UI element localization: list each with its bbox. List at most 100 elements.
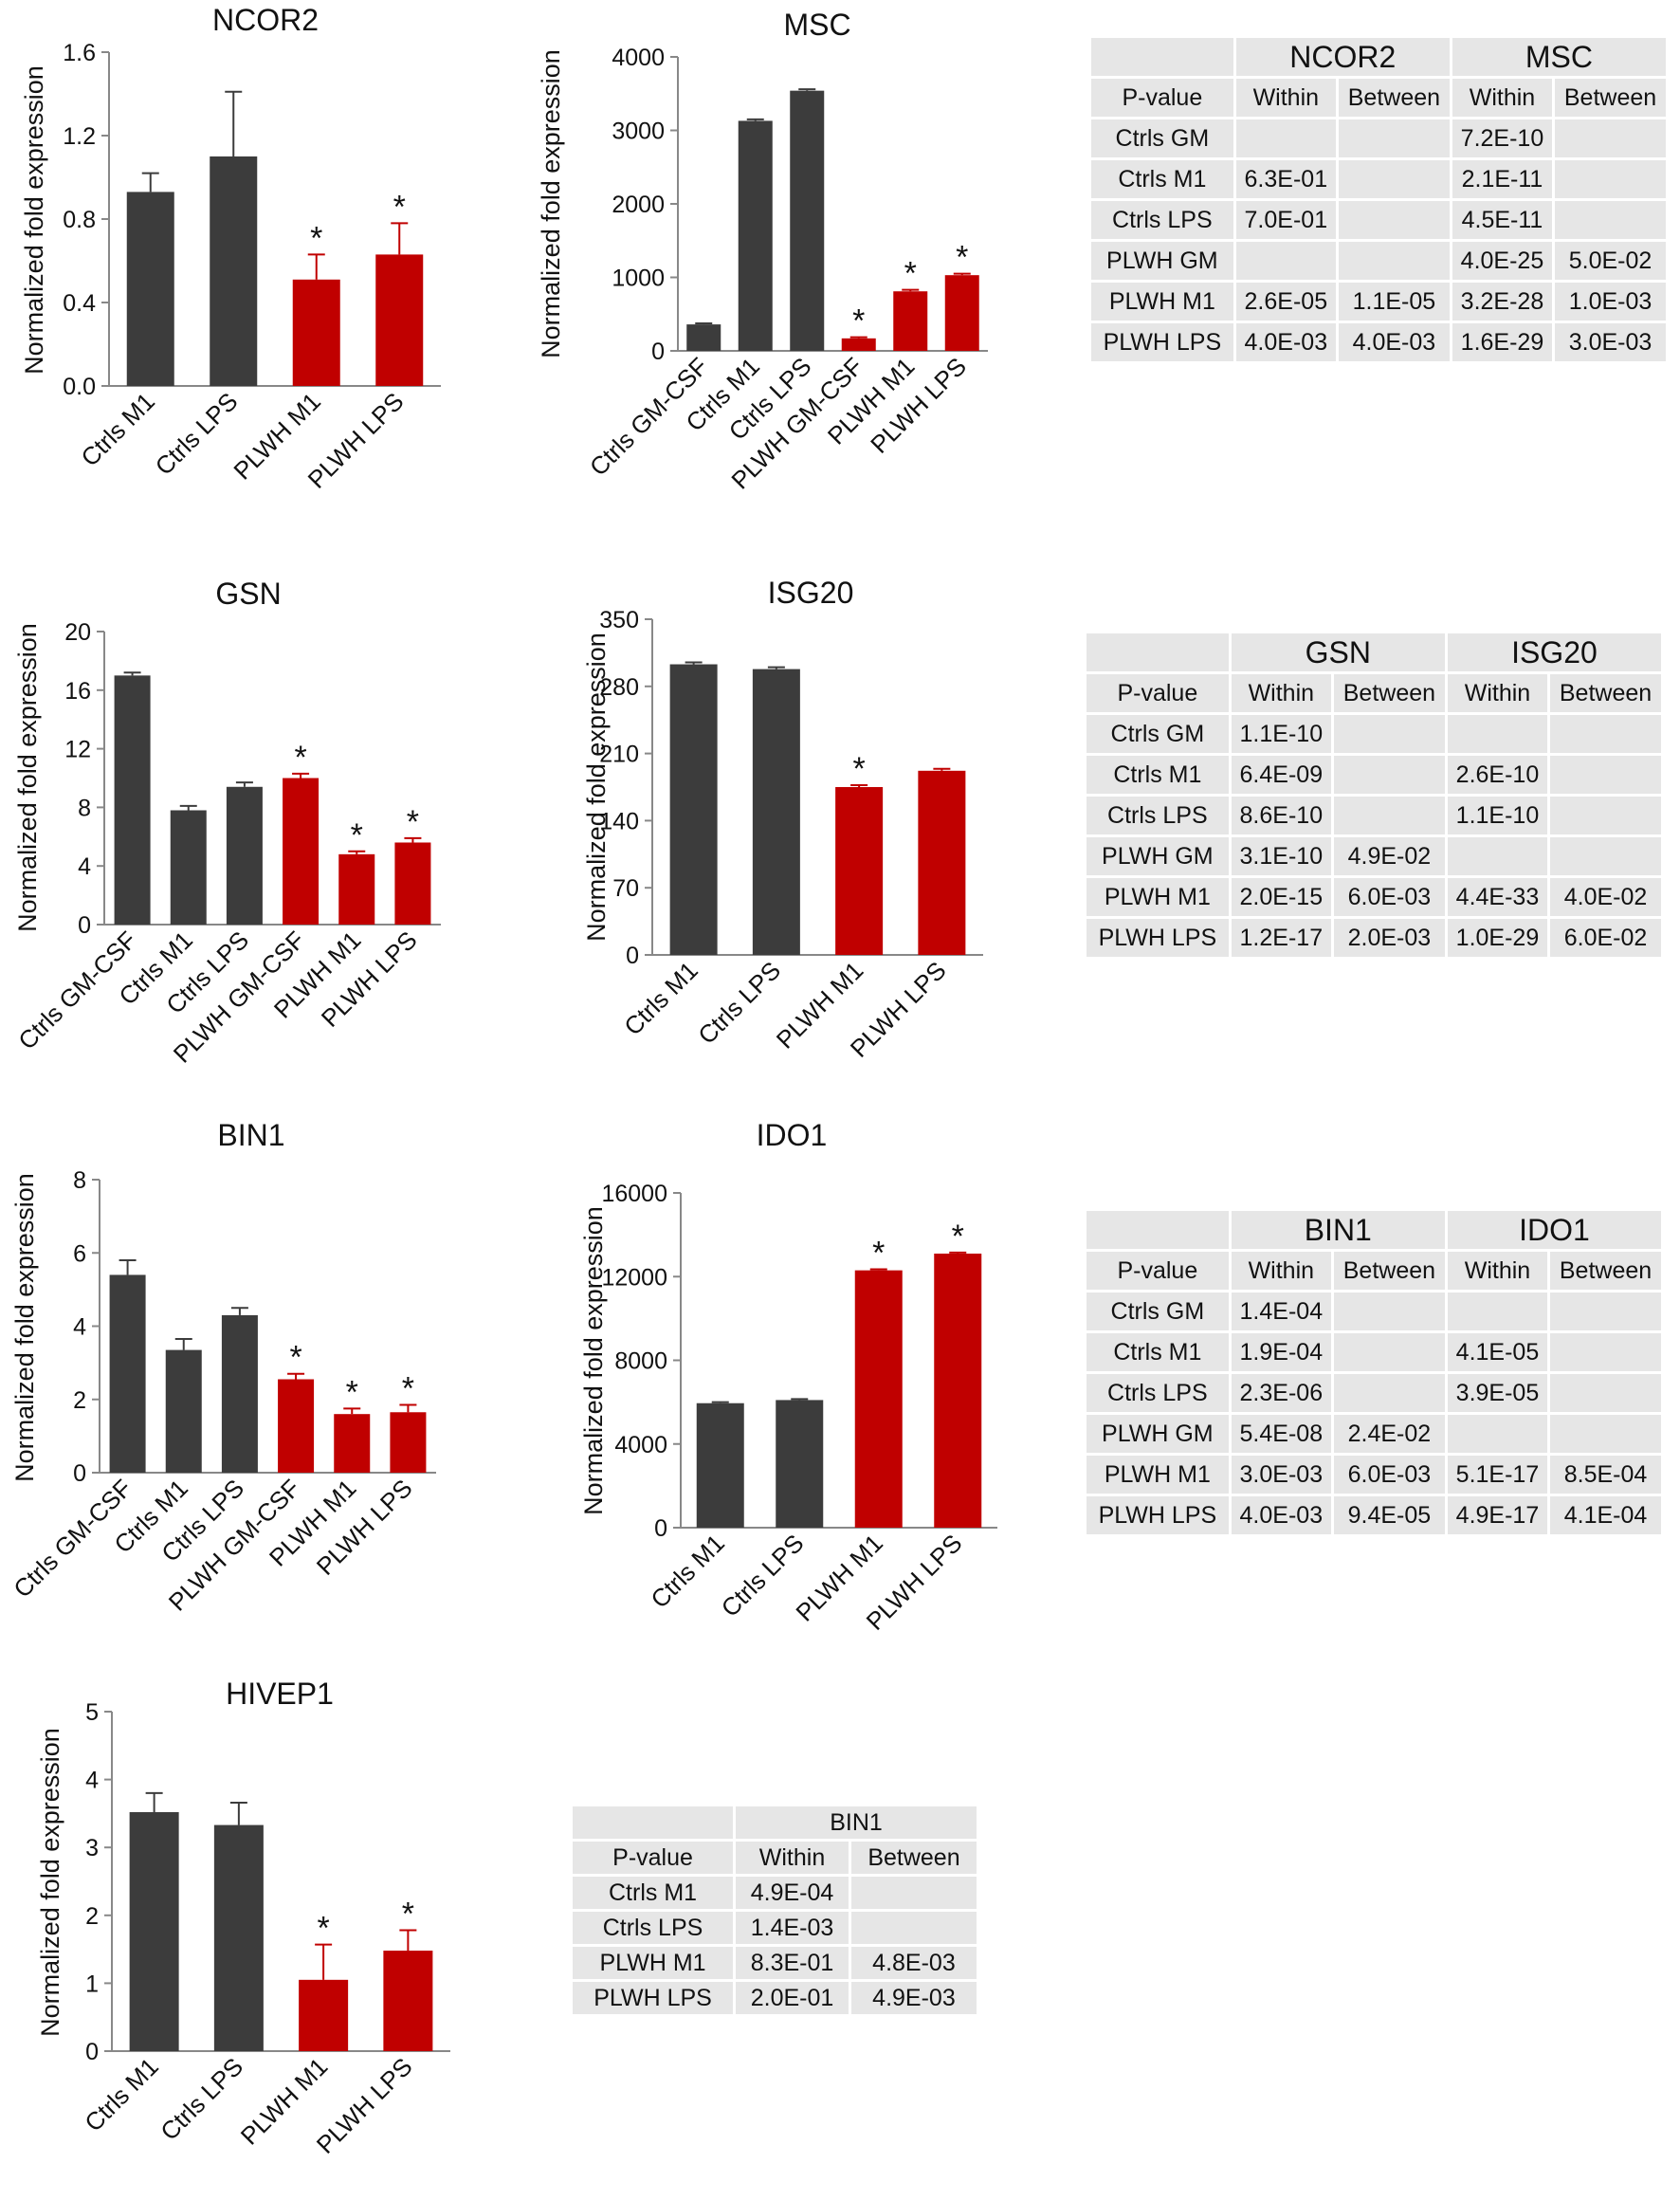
pvalue-cell — [1555, 201, 1666, 239]
y-tick-label: 0 — [654, 1515, 667, 1542]
chart-msc: MSC Normalized fold expression 0 1000 2000 30… — [537, 8, 988, 495]
chart-isg20: ISG20 Normalized fold expression 0 70 140 210… — [582, 576, 983, 1063]
table-row: Ctrls GM 7.2E-10 — [1091, 119, 1666, 157]
empty-cell — [1087, 1211, 1229, 1249]
y-axis-label: Normalized fold expression — [579, 1206, 608, 1515]
pvalue-cell: 4.9E-02 — [1333, 837, 1445, 875]
column-header-cell: P-value — [1087, 1252, 1229, 1290]
y-tick-label: 70 — [612, 875, 639, 902]
row-label-cell: PLWH GM — [1091, 242, 1233, 280]
gene-header-row: BIN1 IDO1 — [1087, 1211, 1661, 1249]
pvalue-cell: 4.9E-17 — [1447, 1496, 1548, 1534]
row-label-cell: Ctrls LPS — [573, 1912, 734, 1944]
chart-title: HIVEP1 — [226, 1677, 334, 1711]
pvalue-cell: 1.0E-03 — [1555, 283, 1666, 321]
pvalue-cell: 1.4E-04 — [1231, 1292, 1331, 1330]
pvalue-cell — [1550, 1374, 1661, 1412]
y-tick-label: 0 — [73, 1460, 86, 1487]
y-tick-label: 1.6 — [63, 40, 96, 66]
pvalue-cell: 4.1E-05 — [1447, 1333, 1548, 1371]
bar — [126, 192, 174, 386]
row-label-cell: PLWH M1 — [1087, 878, 1229, 916]
y-tick-label: 280 — [599, 674, 639, 701]
table-row: PLWH LPS 1.2E-17 2.0E-03 1.0E-29 6.0E-02 — [1087, 919, 1661, 957]
y-tick-label: 2000 — [612, 192, 665, 218]
pvalue-cell — [1333, 797, 1445, 834]
significance-marker: * — [294, 740, 306, 776]
empty-cell — [1087, 633, 1229, 671]
gene-header-row: NCOR2 MSC — [1091, 38, 1666, 76]
column-header-row: P-value Within Between Within Between — [1087, 1252, 1661, 1290]
bar — [934, 1253, 982, 1528]
y-axis-label: Normalized fold expression — [36, 1728, 64, 2037]
y-tick-label: 140 — [599, 808, 639, 834]
significance-marker: * — [872, 1236, 885, 1272]
bar — [278, 1379, 315, 1473]
chart-ido1: IDO1 Normalized fold expression 0 4000 8000 1… — [579, 1118, 997, 1636]
row-label-cell: PLWH LPS — [1087, 1496, 1229, 1534]
bar — [944, 275, 979, 351]
y-tick-label: 8 — [78, 795, 91, 821]
y-tick-label: 20 — [64, 619, 91, 646]
y-tick-label: 0 — [651, 339, 665, 365]
pvalue-cell: 4.4E-33 — [1447, 878, 1548, 916]
y-tick-label: 210 — [599, 742, 639, 768]
gene-name-cell: BIN1 — [1231, 1211, 1445, 1249]
table-row: PLWH M1 3.0E-03 6.0E-03 5.1E-17 8.5E-04 — [1087, 1456, 1661, 1494]
row-label-cell: Ctrls M1 — [573, 1877, 734, 1909]
y-tick-label: 8 — [73, 1167, 86, 1194]
pvalue-cell: 4.0E-02 — [1550, 878, 1661, 916]
bar — [776, 1400, 824, 1528]
column-header-cell: Within — [1231, 674, 1331, 712]
row-label-cell: Ctrls M1 — [1087, 1333, 1229, 1371]
gene-name-cell: MSC — [1452, 38, 1666, 76]
bar — [835, 787, 884, 955]
row-label-cell: Ctrls LPS — [1087, 797, 1229, 834]
pvalue-cell: 2.0E-03 — [1333, 919, 1445, 957]
pvalue-cell — [1555, 119, 1666, 157]
table-row: Ctrls LPS 1.4E-03 — [573, 1912, 977, 1944]
column-header-cell: Between — [1550, 1252, 1661, 1290]
column-header-cell: Within — [736, 1842, 849, 1874]
column-header-row: P-value Within Between Within Between — [1087, 674, 1661, 712]
chart-title: NCOR2 — [212, 3, 319, 37]
significance-marker: * — [351, 817, 363, 853]
bar — [696, 1402, 744, 1528]
pvalue-cell — [1333, 1292, 1445, 1330]
gene-name-cell: ISG20 — [1447, 633, 1661, 671]
significance-marker: * — [904, 256, 917, 292]
table-row: Ctrls M1 4.9E-04 — [573, 1877, 977, 1909]
row-label-cell: PLWH LPS — [1087, 919, 1229, 957]
bar — [221, 1314, 258, 1473]
significance-marker: * — [402, 1897, 414, 1933]
y-tick-label: 12000 — [601, 1264, 667, 1291]
row-label-cell: PLWH LPS — [573, 1982, 734, 2014]
column-header-cell: Within — [1231, 1252, 1331, 1290]
pvalue-cell: 6.0E-02 — [1550, 919, 1661, 957]
significance-marker: * — [402, 1371, 414, 1407]
column-header-cell: P-value — [1091, 79, 1233, 117]
pvalue-cell — [1550, 837, 1661, 875]
gene-header-row: BIN1 — [573, 1806, 977, 1839]
pvalue-cell: 1.1E-05 — [1338, 283, 1450, 321]
column-header-cell: Between — [1550, 674, 1661, 712]
pvalue-cell: 1.1E-10 — [1447, 797, 1548, 834]
pvalue-cell: 1.1E-10 — [1231, 715, 1331, 753]
y-tick-label: 0 — [85, 2039, 99, 2065]
pvalue-table-hivep1: BIN1 P-value Within Between Ctrls M1 4.9E-04 C… — [570, 1804, 979, 2017]
pvalue-cell: 4.0E-03 — [1231, 1496, 1331, 1534]
pvalue-cell: 4.9E-03 — [850, 1982, 977, 2014]
pvalue-cell: 5.4E-08 — [1231, 1415, 1331, 1453]
significance-marker: * — [318, 1911, 330, 1947]
pvalue-cell: 2.1E-11 — [1452, 160, 1553, 198]
y-tick-label: 0.4 — [63, 290, 96, 317]
pvalue-cell: 2.3E-06 — [1231, 1374, 1331, 1412]
x-category-label: Ctrls LPS — [155, 2052, 248, 2146]
gene-header-row: GSN ISG20 — [1087, 633, 1661, 671]
significance-marker: * — [853, 751, 866, 787]
bar — [752, 669, 800, 955]
y-tick-label: 16000 — [601, 1181, 667, 1207]
significance-marker: * — [952, 1219, 964, 1255]
pvalue-cell — [1555, 160, 1666, 198]
significance-marker: * — [407, 804, 419, 840]
